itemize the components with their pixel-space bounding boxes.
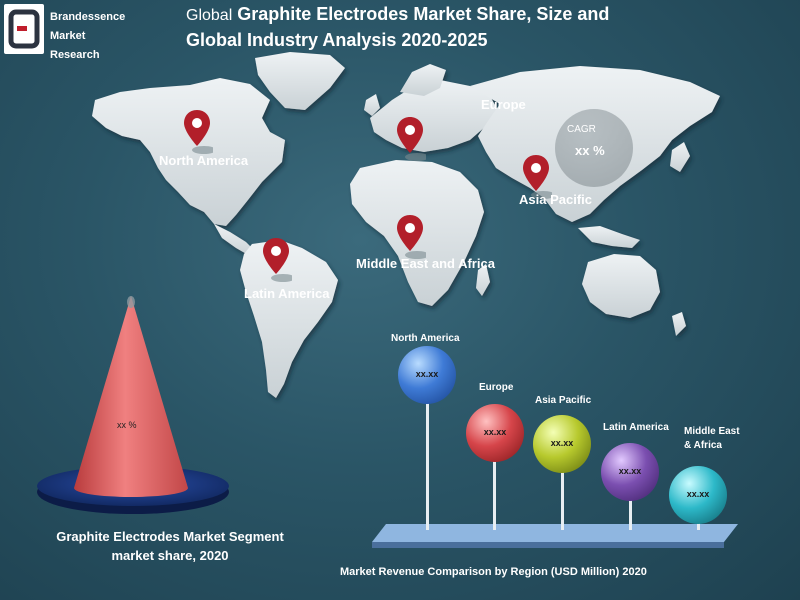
map-pin-icon bbox=[397, 117, 426, 161]
madagascar-shape bbox=[476, 264, 490, 296]
map-label-middle-east-africa: Middle East and Africa bbox=[356, 256, 495, 271]
region-ball-europe bbox=[466, 404, 524, 462]
cagr-label: CAGR bbox=[567, 124, 596, 135]
map-pin-icon bbox=[523, 155, 552, 199]
brand-line-2: Market bbox=[50, 30, 86, 42]
region-label: Europe bbox=[479, 382, 514, 393]
scandinavia-shape bbox=[400, 64, 446, 96]
new-zealand-shape bbox=[672, 312, 686, 336]
region-platform bbox=[372, 524, 738, 548]
australia-shape bbox=[582, 254, 660, 318]
segment-caption-line-2: market share, 2020 bbox=[111, 548, 229, 563]
segment-share-value: xx % bbox=[117, 420, 137, 430]
region-stem bbox=[493, 445, 496, 530]
se-asia-islands-shape bbox=[578, 226, 640, 248]
map-pin-icon bbox=[397, 215, 426, 259]
region-chart-caption: Market Revenue Comparison by Region (USD… bbox=[340, 566, 647, 578]
region-value: xx.xx bbox=[686, 489, 710, 499]
region-stem bbox=[426, 385, 429, 530]
region-value: xx.xx bbox=[483, 427, 507, 437]
title-main-line-1: Graphite Electrodes Market Share, Size a… bbox=[237, 4, 610, 24]
map-label-north-america: North America bbox=[159, 153, 249, 168]
title-main-line-2: Global Industry Analysis 2020-2025 bbox=[186, 30, 488, 50]
region-stem bbox=[629, 485, 632, 530]
brand-logo bbox=[4, 4, 44, 54]
segment-cone bbox=[37, 296, 229, 514]
region-label: North America bbox=[391, 333, 460, 344]
region-value: xx.xx bbox=[415, 369, 439, 379]
japan-shape bbox=[670, 142, 690, 172]
title-prefix: Global bbox=[186, 7, 233, 24]
region-ball-latin-america bbox=[601, 443, 659, 501]
map-label-asia-pacific: Asia Pacific bbox=[519, 192, 592, 207]
region-value: xx.xx bbox=[550, 438, 574, 448]
region-label: Middle East & Africa bbox=[684, 425, 740, 453]
greenland-shape bbox=[255, 52, 345, 110]
region-label-line-1: Middle East bbox=[684, 426, 740, 437]
cagr-value: xx % bbox=[575, 143, 605, 158]
map-pin-icon bbox=[184, 110, 213, 154]
segment-caption: Graphite Electrodes Market Segment marke… bbox=[30, 527, 310, 565]
south-america-shape bbox=[240, 240, 338, 398]
brand-line-3: Research bbox=[50, 49, 100, 61]
region-label: Latin America bbox=[603, 422, 669, 433]
map-label-latin-america: Latin America bbox=[244, 286, 330, 301]
brand-name: Brandessence Market Research bbox=[50, 8, 125, 65]
north-america-shape bbox=[92, 78, 285, 226]
brand-logo-mark bbox=[8, 9, 40, 49]
region-ball-asia-pacific bbox=[533, 415, 591, 473]
central-america-shape bbox=[214, 224, 256, 256]
segment-caption-line-1: Graphite Electrodes Market Segment bbox=[56, 529, 284, 544]
brand-line-1: Brandessence bbox=[50, 11, 126, 23]
page-title: Global Graphite Electrodes Market Share,… bbox=[186, 2, 746, 52]
map-label-europe: Europe bbox=[481, 97, 526, 112]
uk-shape bbox=[364, 94, 380, 116]
region-label: Asia Pacific bbox=[535, 395, 592, 406]
region-ball-middle-east-africa bbox=[669, 466, 727, 524]
region-ball-north-america bbox=[398, 346, 456, 404]
map-pin-icon bbox=[263, 238, 292, 282]
region-value: xx.xx bbox=[618, 466, 642, 476]
cagr-circle bbox=[555, 109, 633, 187]
region-label-line-2: & Africa bbox=[684, 440, 722, 451]
region-stem bbox=[561, 460, 564, 530]
